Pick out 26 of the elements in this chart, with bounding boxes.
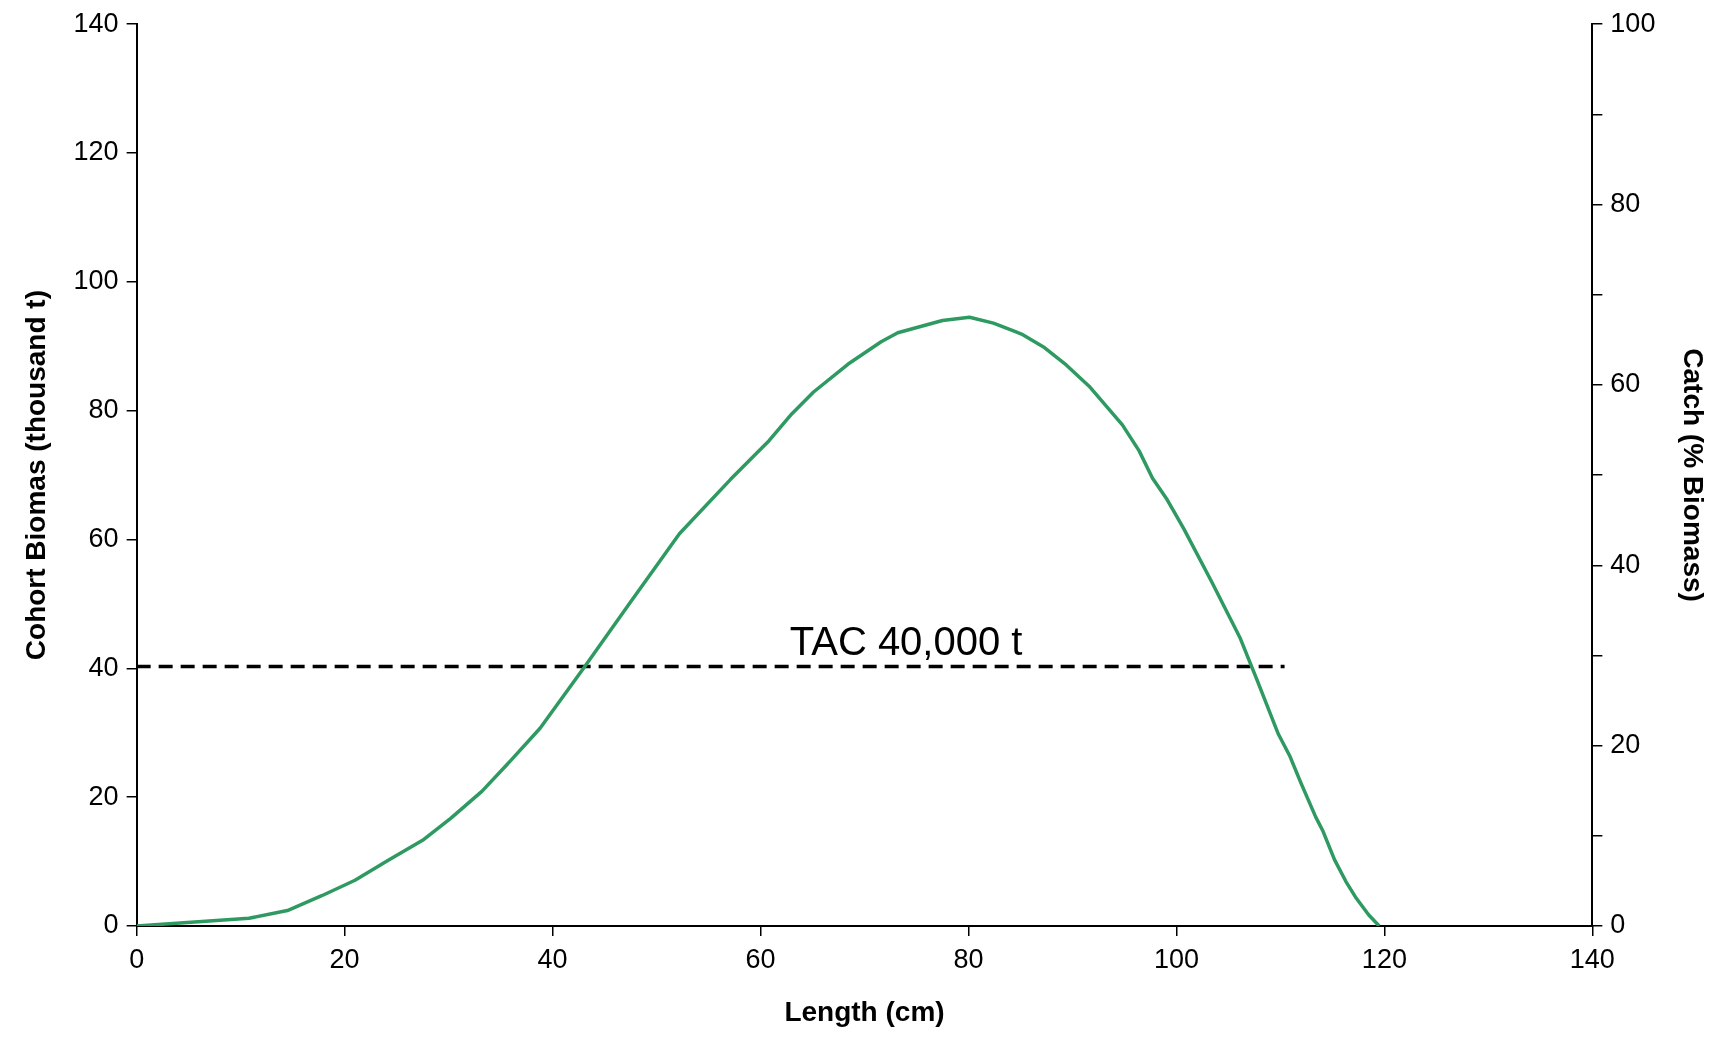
y-tick-label: 60 [88,522,119,553]
y2-axis-title: Catch (% Biomass) [1678,348,1710,602]
x-tick-label: 100 [1153,943,1199,974]
x-tick-label: 120 [1361,943,1407,974]
x-tick-label: 80 [953,943,984,974]
x-tick-label: 60 [745,943,776,974]
x-tick-label: 20 [329,943,360,974]
y2-tick-label: 80 [1610,188,1641,219]
x-axis-title: Length (cm) [784,995,945,1027]
y2-tick-label: 100 [1610,7,1656,38]
y2-tick-label: 60 [1610,368,1641,399]
y-tick-label: 100 [73,265,119,296]
y-tick-label: 80 [88,394,119,425]
y-tick-label: 140 [73,7,119,38]
y2-tick-label: 0 [1610,909,1626,940]
annotation: TAC 40,000 t [789,619,1023,664]
x-tick-label: 0 [129,943,145,974]
x-tick-label: 40 [537,943,568,974]
y-tick-label: 40 [88,651,119,682]
y-axis-title: Cohort Biomas (thousand t) [19,290,51,661]
y-tick-label: 120 [73,136,119,167]
y2-tick-label: 20 [1610,729,1641,760]
y-tick-label: 20 [88,780,119,811]
y-tick-label: 0 [103,909,119,940]
y2-tick-label: 40 [1610,548,1641,579]
x-tick-label: 140 [1569,943,1615,974]
